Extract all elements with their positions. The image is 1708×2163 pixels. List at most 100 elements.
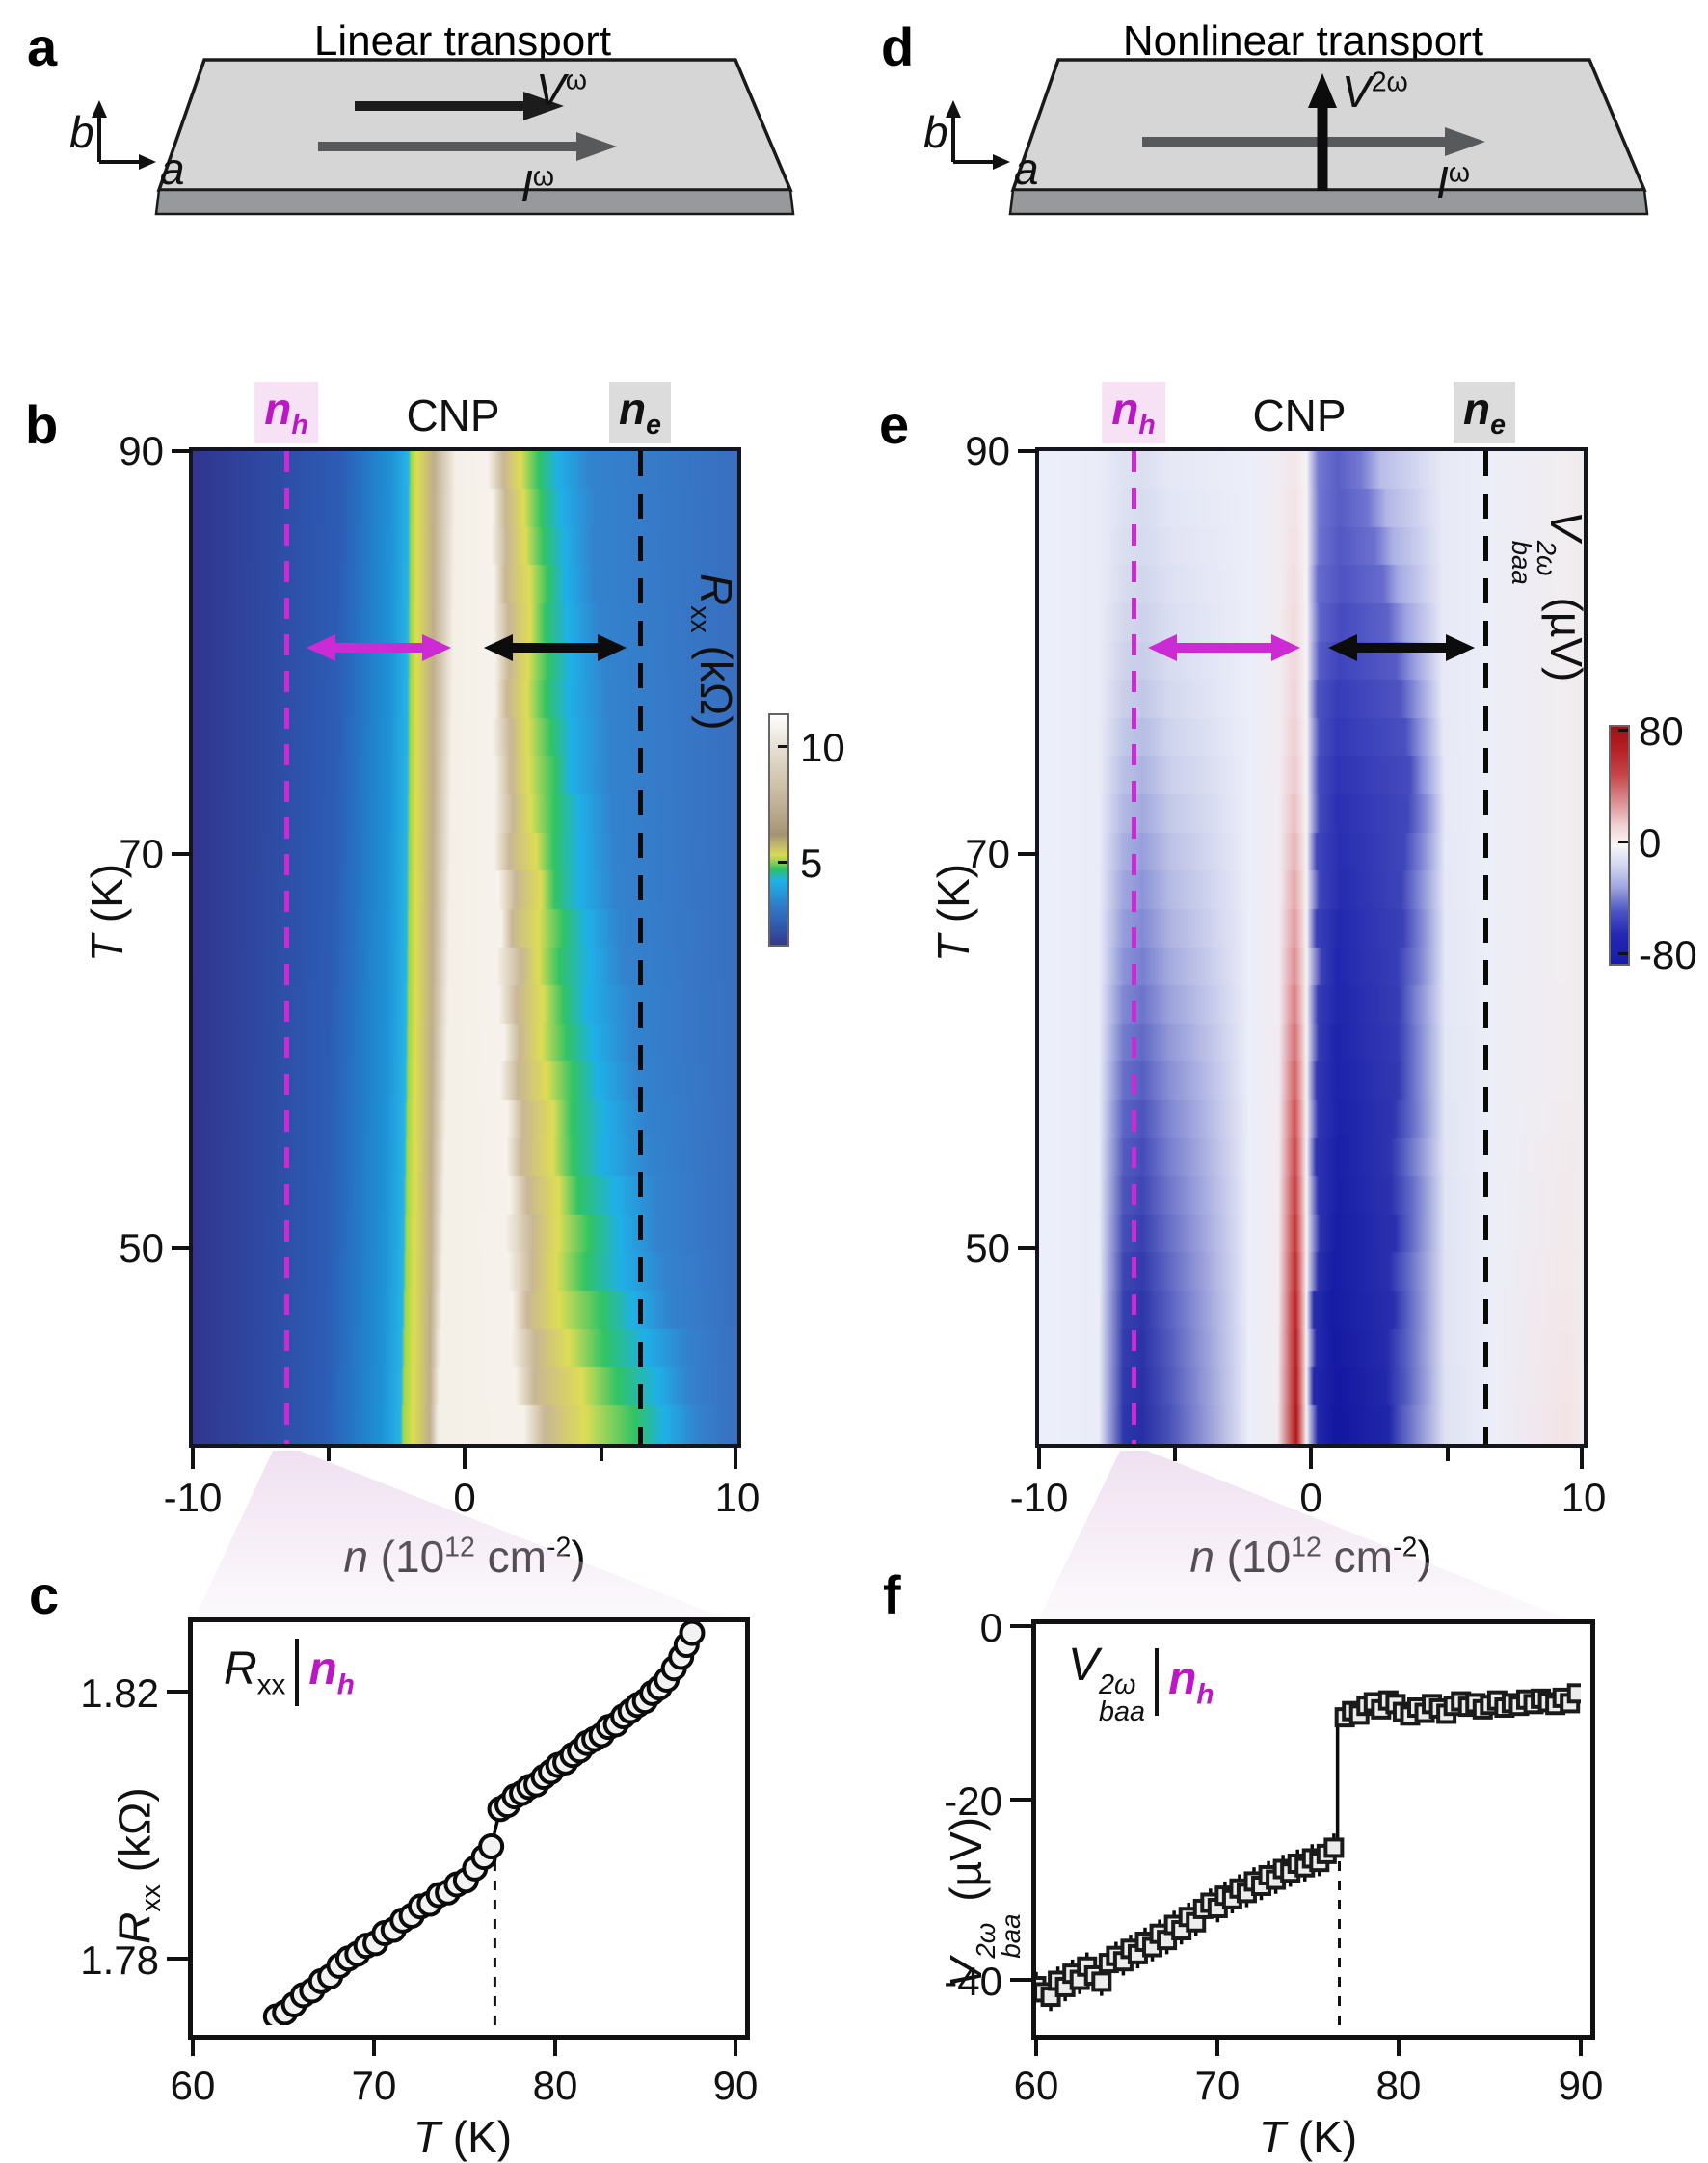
xtick-f bbox=[1215, 2035, 1219, 2056]
panel-d-schematic bbox=[946, 58, 1649, 216]
xtick-label: -10 bbox=[1009, 1475, 1069, 1520]
ytick-c bbox=[167, 1690, 188, 1694]
xtick-label: 70 bbox=[351, 2063, 397, 2108]
panel-e-ne-label: ne bbox=[1454, 382, 1515, 443]
xtick-label: 0 bbox=[1299, 1475, 1322, 1520]
xtick-c bbox=[191, 2035, 195, 2056]
xtick-minor-e bbox=[1446, 1448, 1450, 1461]
panel-b-cnp-label: CNP bbox=[406, 390, 500, 441]
panel-a-I-label: Iω bbox=[520, 161, 555, 211]
panel-d-title: Nonlinear transport bbox=[1122, 17, 1484, 65]
heatmap-e-canvas bbox=[1039, 451, 1584, 1444]
colorbar-e-tick-label: -80 bbox=[1639, 932, 1697, 977]
xtick-b bbox=[734, 1448, 737, 1469]
panel-f-letter: f bbox=[883, 1564, 901, 1625]
ytick-label: 90 bbox=[965, 428, 1010, 473]
nh-dashed-line-b bbox=[284, 451, 289, 1444]
colorbar-e-tick bbox=[1618, 729, 1628, 732]
a-axis-arrowhead bbox=[993, 154, 1010, 170]
xtick-label: -10 bbox=[163, 1475, 223, 1520]
panel-f-annotation: V 2ω baa nh bbox=[1068, 1640, 1214, 1727]
xtick-c bbox=[734, 2035, 737, 2056]
b-axis-arrowhead bbox=[92, 100, 107, 118]
b-axis-arrowhead bbox=[946, 100, 961, 118]
colorbar-b-tick-label: 10 bbox=[800, 725, 845, 770]
panel-d-I-label: Iω bbox=[1436, 157, 1471, 207]
xtick-label: 80 bbox=[1375, 2063, 1422, 2108]
xtick-label: 80 bbox=[532, 2063, 578, 2108]
colorbar-b-tick bbox=[778, 745, 787, 748]
colorbar-e-tick-label: 80 bbox=[1639, 708, 1684, 754]
ytick-90-e bbox=[1018, 449, 1039, 453]
ylabel-b: T (K) bbox=[82, 863, 133, 963]
xtick-label: 70 bbox=[1194, 2063, 1241, 2108]
ytick-c bbox=[167, 1957, 188, 1961]
annotation-divider bbox=[1155, 1648, 1160, 1717]
xtick-minor-b bbox=[600, 1448, 603, 1461]
xtick-e bbox=[1580, 1448, 1584, 1469]
panel-d-letter: d bbox=[881, 16, 915, 77]
panel-e-nh-label: nh bbox=[1102, 382, 1165, 443]
colorbar-e-tick-label: 0 bbox=[1639, 820, 1662, 866]
heatmap-e bbox=[1035, 447, 1588, 1448]
colorbar-e bbox=[1609, 725, 1630, 966]
ytick-90-b bbox=[172, 449, 193, 453]
voltage-arrowhead bbox=[523, 92, 564, 120]
ytick-70-e bbox=[1018, 852, 1039, 856]
current-arrowhead bbox=[576, 132, 617, 161]
panel-d-baxis-label: b bbox=[923, 107, 948, 157]
panel-f-chart bbox=[1026, 1683, 1588, 2025]
xtick-label: 0 bbox=[453, 1475, 476, 1520]
ylabel-c: Rxx (kΩ) bbox=[109, 1787, 167, 1944]
ytick-label: -40 bbox=[944, 1959, 1002, 2004]
slab-top-face bbox=[156, 58, 793, 192]
panel-a-title: Linear transport bbox=[313, 17, 612, 65]
ylabel-f: V 2ω baa (µV) bbox=[941, 1816, 1027, 1989]
ytick-label: 70 bbox=[965, 831, 1010, 876]
current-arrowhead bbox=[1445, 127, 1485, 156]
ytick-50-e bbox=[1018, 1246, 1039, 1250]
ytick-label: 1.78 bbox=[80, 1937, 159, 1983]
ytick-label: 90 bbox=[119, 428, 164, 473]
slab-front-face bbox=[1008, 188, 1649, 216]
colorbar-e-label: V 2ω baa (µV) bbox=[1507, 511, 1591, 682]
hole-range-arrow-b bbox=[307, 634, 451, 661]
xtick-minor-e bbox=[1173, 1448, 1177, 1461]
xtick-b bbox=[191, 1448, 195, 1469]
xtick-c bbox=[553, 2035, 557, 2056]
panel-a-baxis-label: b bbox=[69, 107, 94, 157]
xtick-f bbox=[1034, 2035, 1038, 2056]
xtick-label: 60 bbox=[170, 2063, 216, 2108]
xtick-label: 60 bbox=[1013, 2063, 1059, 2108]
panel-e-cnp-label: CNP bbox=[1252, 390, 1347, 441]
xlabel-f: T (K) bbox=[1258, 2112, 1358, 2162]
panel-a-letter: a bbox=[27, 16, 58, 77]
panel-a-V-label: Vω bbox=[536, 65, 587, 115]
colorbar-e-tick bbox=[1618, 952, 1628, 955]
ytick-label: 50 bbox=[119, 1225, 164, 1270]
a-axis-arrowhead bbox=[139, 154, 156, 170]
panel-a-aaxis-label: a bbox=[160, 144, 185, 194]
panel-f-plot-frame bbox=[1026, 1619, 1595, 2040]
panel-b-nh-label: nh bbox=[254, 382, 318, 443]
nh-dashed-line-e bbox=[1132, 451, 1136, 1444]
panel-c-letter: c bbox=[29, 1564, 60, 1625]
ytick-f bbox=[1010, 1798, 1031, 1802]
colorbar-e-tick bbox=[1618, 841, 1628, 843]
colorbar-b-tick-label: 5 bbox=[800, 841, 823, 886]
ytick-label: 50 bbox=[965, 1225, 1010, 1270]
ytick-label: 0 bbox=[979, 1605, 1002, 1650]
xlabel-c: T (K) bbox=[413, 2112, 513, 2162]
xtick-e bbox=[1037, 1448, 1041, 1469]
xtick-f bbox=[1579, 2035, 1583, 2056]
xtick-label: 10 bbox=[1561, 1475, 1607, 1520]
ne-dashed-line-b bbox=[638, 451, 643, 1444]
xtick-label: 90 bbox=[712, 2063, 759, 2108]
colorbar-b-label: Rxx (kΩ) bbox=[683, 574, 741, 731]
electron-range-arrow-e bbox=[1328, 634, 1475, 661]
ytick-label: 1.82 bbox=[80, 1670, 159, 1716]
xtick-label: 10 bbox=[714, 1475, 761, 1520]
ne-dashed-line-e bbox=[1483, 451, 1488, 1444]
xtick-minor-b bbox=[327, 1448, 331, 1461]
